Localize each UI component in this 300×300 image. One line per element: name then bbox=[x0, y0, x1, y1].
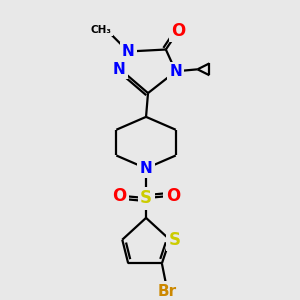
Text: O: O bbox=[112, 187, 126, 205]
Text: CH₃: CH₃ bbox=[91, 25, 112, 35]
Text: O: O bbox=[172, 22, 186, 40]
Text: N: N bbox=[122, 44, 135, 59]
Text: N: N bbox=[140, 161, 152, 176]
Text: S: S bbox=[169, 231, 181, 249]
Text: N: N bbox=[113, 62, 126, 77]
Text: S: S bbox=[140, 189, 152, 207]
Text: N: N bbox=[169, 64, 182, 79]
Text: Br: Br bbox=[157, 284, 176, 299]
Text: O: O bbox=[166, 187, 180, 205]
